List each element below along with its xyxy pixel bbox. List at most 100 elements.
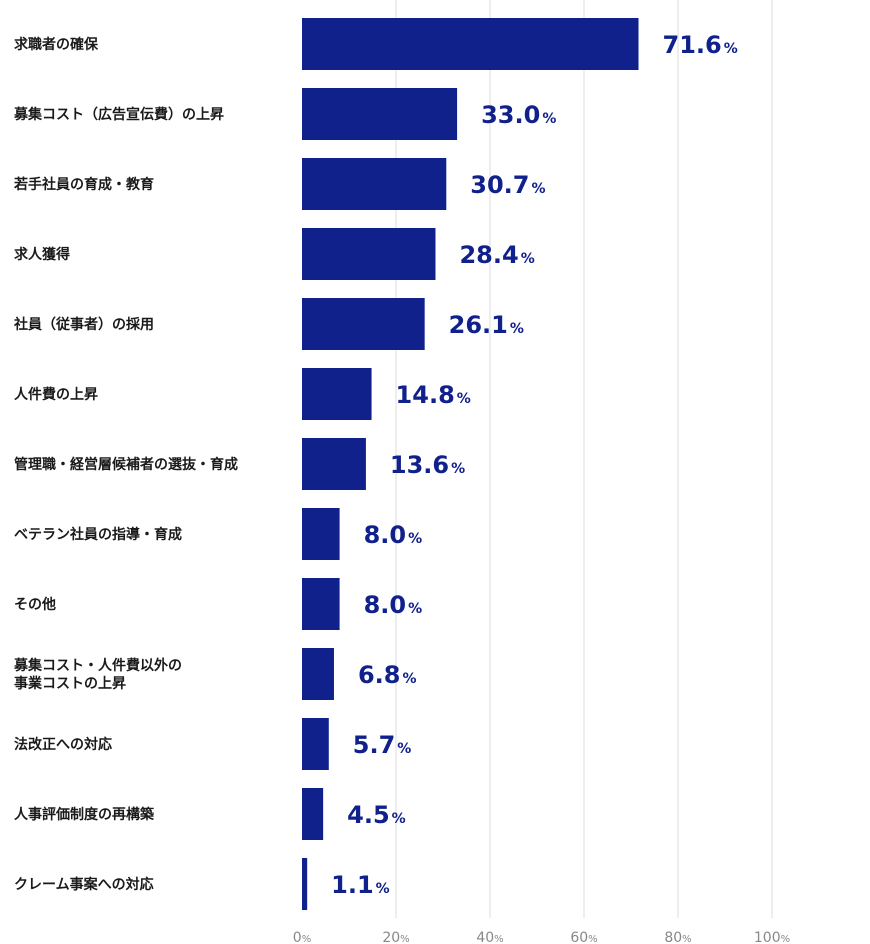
x-tick-label: 100%	[754, 930, 790, 944]
value-unit: %	[457, 391, 471, 407]
value-unit: %	[397, 741, 411, 757]
category-label: 社員（従事者）の採用	[13, 316, 154, 333]
value-unit: %	[521, 251, 535, 267]
value-number: 14.8	[396, 381, 455, 409]
category-label-line: 求人獲得	[14, 246, 70, 263]
gridlines	[395, 0, 773, 918]
value-number: 6.8	[358, 661, 401, 689]
bar	[302, 228, 436, 280]
bar	[302, 158, 447, 210]
category-label: ベテラン社員の指導・育成	[14, 526, 182, 543]
value-unit: %	[402, 671, 416, 687]
value-unit: %	[408, 601, 422, 617]
x-tick-number: 40	[476, 930, 494, 944]
value-number: 8.0	[364, 521, 407, 549]
value-labels: 71.6 %33.0 %30.7 %28.4 %26.1 %14.8 %13.6 %8.0 %8…	[331, 31, 738, 899]
category-labels: 求職者の確保募集コスト（広告宣伝費）の上昇若手社員の育成・教育求人獲得社員（従事…	[13, 36, 238, 893]
category-label-line: 若手社員の育成・教育	[13, 176, 154, 193]
category-label-line: 人事評価制度の再構築	[14, 806, 155, 823]
category-label-line: クレーム事案への対応	[14, 876, 154, 893]
value-label: 5.7%	[353, 731, 412, 759]
value-unit: %	[392, 811, 406, 827]
x-tick-label: 60%	[570, 930, 597, 944]
bar	[302, 88, 458, 140]
value-label: 8.0%	[364, 521, 423, 549]
category-label: 法改正への対応	[14, 736, 112, 753]
value-label: 28.4%	[459, 241, 534, 269]
category-label: 若手社員の育成・教育	[13, 176, 154, 193]
value-label: 4.5%	[347, 801, 406, 829]
category-label-line: ベテラン社員の指導・育成	[14, 526, 182, 543]
value-unit: %	[376, 881, 390, 897]
value-label: 1.1%	[331, 871, 390, 899]
value-label: 13.6%	[390, 451, 465, 479]
x-tick-number: 0	[293, 930, 302, 944]
value-number: 5.7	[353, 731, 396, 759]
value-number: 13.6	[390, 451, 449, 479]
value-label: 8.0%	[364, 591, 423, 619]
value-number: 1.1	[331, 871, 374, 899]
x-tick-number: 80	[664, 930, 682, 944]
bar	[302, 298, 425, 350]
value-unit: %	[510, 321, 524, 337]
bar	[302, 438, 366, 490]
category-label-line: 管理職・経営層候補者の選抜・育成	[14, 456, 238, 473]
category-label-line: 募集コスト（広告宣伝費）の上昇	[13, 106, 224, 123]
bar	[302, 718, 329, 770]
value-unit: %	[532, 181, 546, 197]
bar	[302, 858, 308, 910]
x-tick-label: 20%	[382, 930, 409, 944]
category-label-line: その他	[14, 596, 56, 613]
value-number: 33.0	[481, 101, 540, 129]
x-tick-number: 20	[382, 930, 400, 944]
category-label: 求人獲得	[14, 246, 70, 263]
category-label-line: 事業コストの上昇	[14, 675, 126, 692]
value-label: 71.6%	[663, 31, 738, 59]
x-tick-number: 100	[754, 930, 781, 944]
bar	[302, 368, 372, 420]
category-label: 人件費の上昇	[14, 386, 98, 403]
category-label: 求職者の確保	[14, 36, 99, 53]
category-label-line: 人件費の上昇	[14, 386, 98, 403]
value-unit: %	[542, 111, 556, 127]
category-label: クレーム事案への対応	[14, 876, 154, 893]
category-label: その他	[14, 596, 56, 613]
x-tick-unit: %	[302, 934, 312, 944]
bar	[302, 648, 334, 700]
value-label: 33.0%	[481, 101, 556, 129]
value-unit: %	[408, 531, 422, 547]
value-number: 28.4	[459, 241, 518, 269]
value-unit: %	[724, 41, 738, 57]
x-tick-label: 0%	[293, 930, 311, 944]
x-tick-unit: %	[682, 934, 692, 944]
category-label: 募集コスト（広告宣伝費）の上昇	[13, 106, 224, 123]
value-label: 6.8%	[358, 661, 417, 689]
bars	[302, 18, 639, 910]
category-label: 募集コスト・人件費以外の事業コストの上昇	[13, 657, 182, 692]
bar	[302, 18, 639, 70]
x-tick-label: 40%	[476, 930, 503, 944]
category-label: 人事評価制度の再構築	[14, 806, 155, 823]
category-label-line: 募集コスト・人件費以外の	[13, 657, 182, 674]
bar	[302, 788, 324, 840]
x-axis-ticks: 0% 20% 40% 60% 80% 100%	[293, 930, 790, 944]
x-tick-label: 80%	[664, 930, 691, 944]
bar	[302, 508, 340, 560]
value-number: 71.6	[663, 31, 722, 59]
category-label-line: 社員（従事者）の採用	[13, 316, 154, 333]
value-unit: %	[451, 461, 465, 477]
value-number: 8.0	[364, 591, 407, 619]
value-label: 30.7%	[470, 171, 545, 199]
x-tick-unit: %	[494, 934, 504, 944]
bar	[302, 578, 340, 630]
category-label: 管理職・経営層候補者の選抜・育成	[14, 456, 238, 473]
x-tick-unit: %	[588, 934, 598, 944]
x-tick-number: 60	[570, 930, 588, 944]
value-label: 14.8%	[396, 381, 471, 409]
value-number: 30.7	[470, 171, 529, 199]
value-label: 26.1%	[449, 311, 524, 339]
value-number: 26.1	[449, 311, 508, 339]
category-label-line: 法改正への対応	[14, 736, 112, 753]
x-tick-unit: %	[781, 934, 791, 944]
